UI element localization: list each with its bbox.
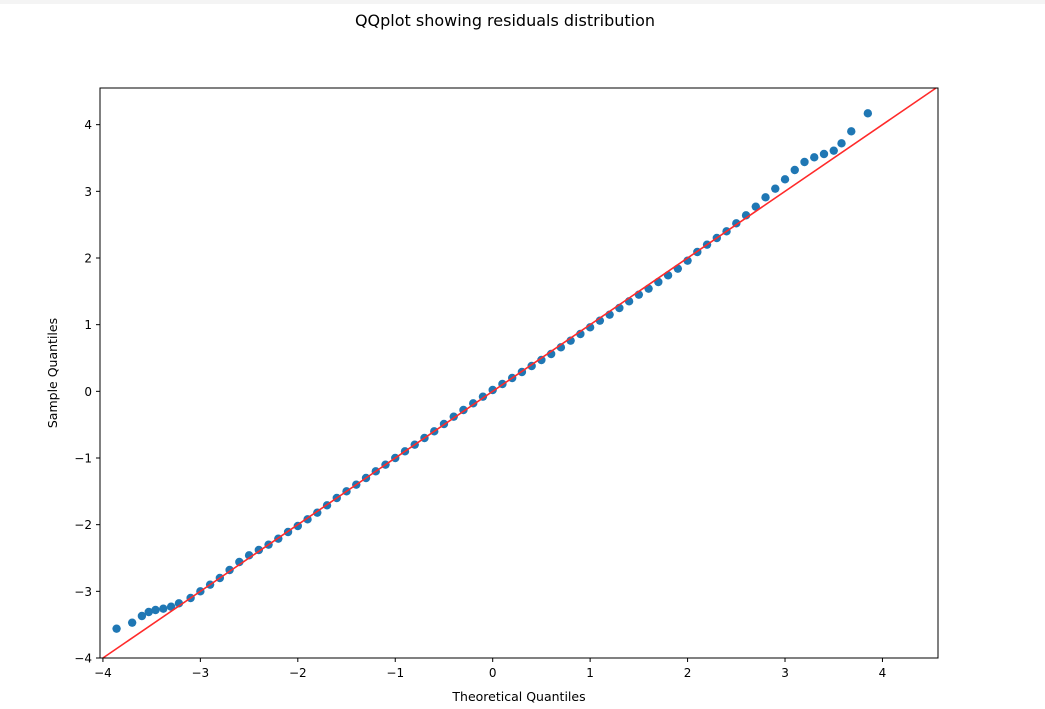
reference-line	[103, 88, 936, 658]
data-point	[820, 150, 828, 158]
data-point	[830, 146, 838, 154]
y-axis: −4 −3 −2 −1 0 1 2 3 4	[74, 118, 100, 665]
y-tick-label: 3	[84, 185, 92, 199]
x-tick-label: 4	[879, 666, 887, 680]
data-point	[847, 127, 855, 135]
data-point	[791, 166, 799, 174]
y-axis-label: Sample Quantiles	[45, 318, 60, 428]
x-tick-label: −3	[192, 666, 210, 680]
y-tick-label: 1	[84, 318, 92, 332]
x-axis-label: Theoretical Quantiles	[451, 689, 585, 704]
y-tick-label: 0	[84, 385, 92, 399]
data-point	[864, 109, 872, 117]
y-tick-label: −1	[74, 452, 92, 466]
data-point	[800, 158, 808, 166]
data-point	[810, 153, 818, 161]
x-tick-label: 1	[586, 666, 594, 680]
data-point	[151, 606, 159, 614]
y-tick-label: 2	[84, 252, 92, 266]
y-tick-label: −4	[74, 652, 92, 666]
x-tick-label: 2	[684, 666, 692, 680]
x-tick-label: −2	[289, 666, 307, 680]
y-tick-label: −2	[74, 518, 92, 532]
y-tick-label: −3	[74, 585, 92, 599]
data-point	[112, 624, 120, 632]
data-point	[771, 184, 779, 192]
y-tick-label: 4	[84, 118, 92, 132]
x-tick-label: −4	[94, 666, 112, 680]
x-tick-label: −1	[386, 666, 404, 680]
data-point	[837, 139, 845, 147]
data-point	[128, 618, 136, 626]
x-axis: −4 −3 −2 −1 0 1 2 3 4	[94, 658, 886, 680]
data-point	[761, 193, 769, 201]
data-point	[781, 175, 789, 183]
x-tick-label: 3	[781, 666, 789, 680]
chart-title: QQplot showing residuals distribution	[355, 11, 655, 30]
x-tick-label: 0	[489, 666, 497, 680]
data-point	[159, 604, 167, 612]
plot-area	[103, 88, 936, 658]
